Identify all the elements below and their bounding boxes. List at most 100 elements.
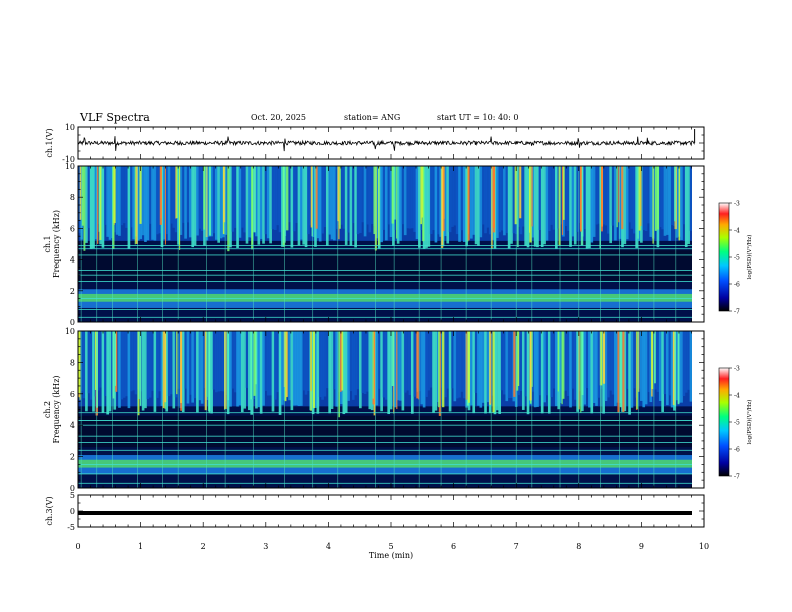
hiss-column xyxy=(661,166,664,230)
hiss-column xyxy=(129,331,133,392)
sferic-streak xyxy=(340,331,344,391)
hiss-column xyxy=(299,331,303,406)
hiss-column xyxy=(474,331,478,393)
hiss-column xyxy=(101,166,105,248)
hiss-column xyxy=(576,166,579,232)
hiss-column xyxy=(472,166,476,235)
hiss-column xyxy=(262,331,265,406)
hiss-column xyxy=(85,166,88,243)
sferic-streak xyxy=(164,331,167,403)
hiss-column xyxy=(106,166,109,237)
hiss-column xyxy=(368,331,372,410)
hiss-column xyxy=(493,331,497,415)
sferic-streak xyxy=(529,166,532,243)
sferic-streak xyxy=(467,166,470,241)
hiss-column xyxy=(89,166,93,249)
hiss-column xyxy=(151,331,154,391)
hiss-column xyxy=(668,166,672,241)
colorbar-label: log(PSD)(V²/Hz) xyxy=(746,235,753,280)
hiss-column xyxy=(470,331,473,406)
hiss-column xyxy=(87,331,91,394)
hiss-column xyxy=(219,166,223,239)
sferic-streak xyxy=(162,331,165,409)
colorbar-tick-label: -6 xyxy=(734,447,740,454)
hiss-column xyxy=(614,166,617,241)
hiss-column xyxy=(99,331,102,388)
hiss-column xyxy=(101,331,105,413)
hiss-column xyxy=(153,166,157,241)
sferic-streak xyxy=(489,331,492,405)
hiss-column xyxy=(668,331,672,396)
hiss-column xyxy=(481,166,485,225)
colorbar-1: -3 -4 -5 -6 -7 log(PSD)(V²/Hz) xyxy=(718,201,753,316)
y-tick-label: 10 xyxy=(65,327,75,336)
hiss-column xyxy=(255,166,258,237)
sferic-streak xyxy=(113,166,116,224)
hiss-column xyxy=(396,331,400,401)
hiss-column xyxy=(120,166,124,226)
hiss-column xyxy=(649,331,653,403)
hiss-column xyxy=(540,331,544,414)
hiss-column xyxy=(264,166,268,235)
hiss-column xyxy=(460,331,464,392)
sferic-streak xyxy=(179,166,181,250)
hiss-column xyxy=(80,331,84,392)
hiss-column xyxy=(434,331,438,411)
hiss-column xyxy=(434,166,438,243)
hiss-column xyxy=(479,166,483,238)
sferic-streak xyxy=(580,331,582,413)
hiss-column xyxy=(191,166,195,248)
hiss-column xyxy=(651,331,655,397)
hiss-column xyxy=(545,331,549,396)
sferic-streak xyxy=(175,166,177,219)
sferic-streak xyxy=(601,166,603,232)
hiss-column xyxy=(127,331,131,409)
hiss-column xyxy=(623,166,627,245)
hiss-column xyxy=(342,331,346,415)
sferic-streak xyxy=(78,331,80,394)
hiss-column xyxy=(122,331,126,398)
hiss-column xyxy=(359,166,362,234)
hiss-column xyxy=(304,331,308,395)
hiss-column xyxy=(666,166,669,235)
hiss-column xyxy=(269,331,272,396)
hiss-column xyxy=(266,331,270,396)
sferic-streak xyxy=(491,166,493,249)
hiss-column xyxy=(212,166,216,234)
hiss-column xyxy=(564,166,568,227)
hiss-column xyxy=(349,166,353,246)
hiss-column xyxy=(684,166,688,248)
hiss-column xyxy=(137,166,140,241)
hiss-column xyxy=(396,166,400,244)
hiss-column xyxy=(366,166,369,225)
hiss-column xyxy=(167,166,171,241)
hiss-column xyxy=(132,166,135,240)
hiss-column xyxy=(108,331,112,412)
hiss-column xyxy=(663,331,667,395)
hiss-column xyxy=(432,166,435,231)
hiss-column xyxy=(462,331,466,399)
hiss-column xyxy=(210,331,213,414)
hiss-column xyxy=(472,331,476,414)
hiss-column xyxy=(625,331,629,389)
hiss-column xyxy=(118,166,121,236)
hiss-column xyxy=(217,331,220,392)
hiss-column xyxy=(451,166,454,227)
y-axis-label: ch.1(V) xyxy=(45,128,54,157)
hiss-column xyxy=(451,331,454,389)
sferic-streak xyxy=(203,166,206,230)
low-freq-band-core xyxy=(78,459,692,468)
hiss-column xyxy=(184,331,187,389)
hiss-column xyxy=(363,331,367,395)
hiss-column xyxy=(181,331,185,413)
hiss-column xyxy=(238,166,242,238)
sferic-streak xyxy=(619,331,622,408)
hiss-column xyxy=(547,331,551,414)
y-tick-label: 10 xyxy=(65,123,75,132)
sferic-streak xyxy=(528,166,531,233)
hiss-column xyxy=(630,166,634,229)
hiss-column xyxy=(299,166,303,240)
colorbar-tick-label: -4 xyxy=(734,393,740,400)
hiss-column xyxy=(597,331,601,398)
